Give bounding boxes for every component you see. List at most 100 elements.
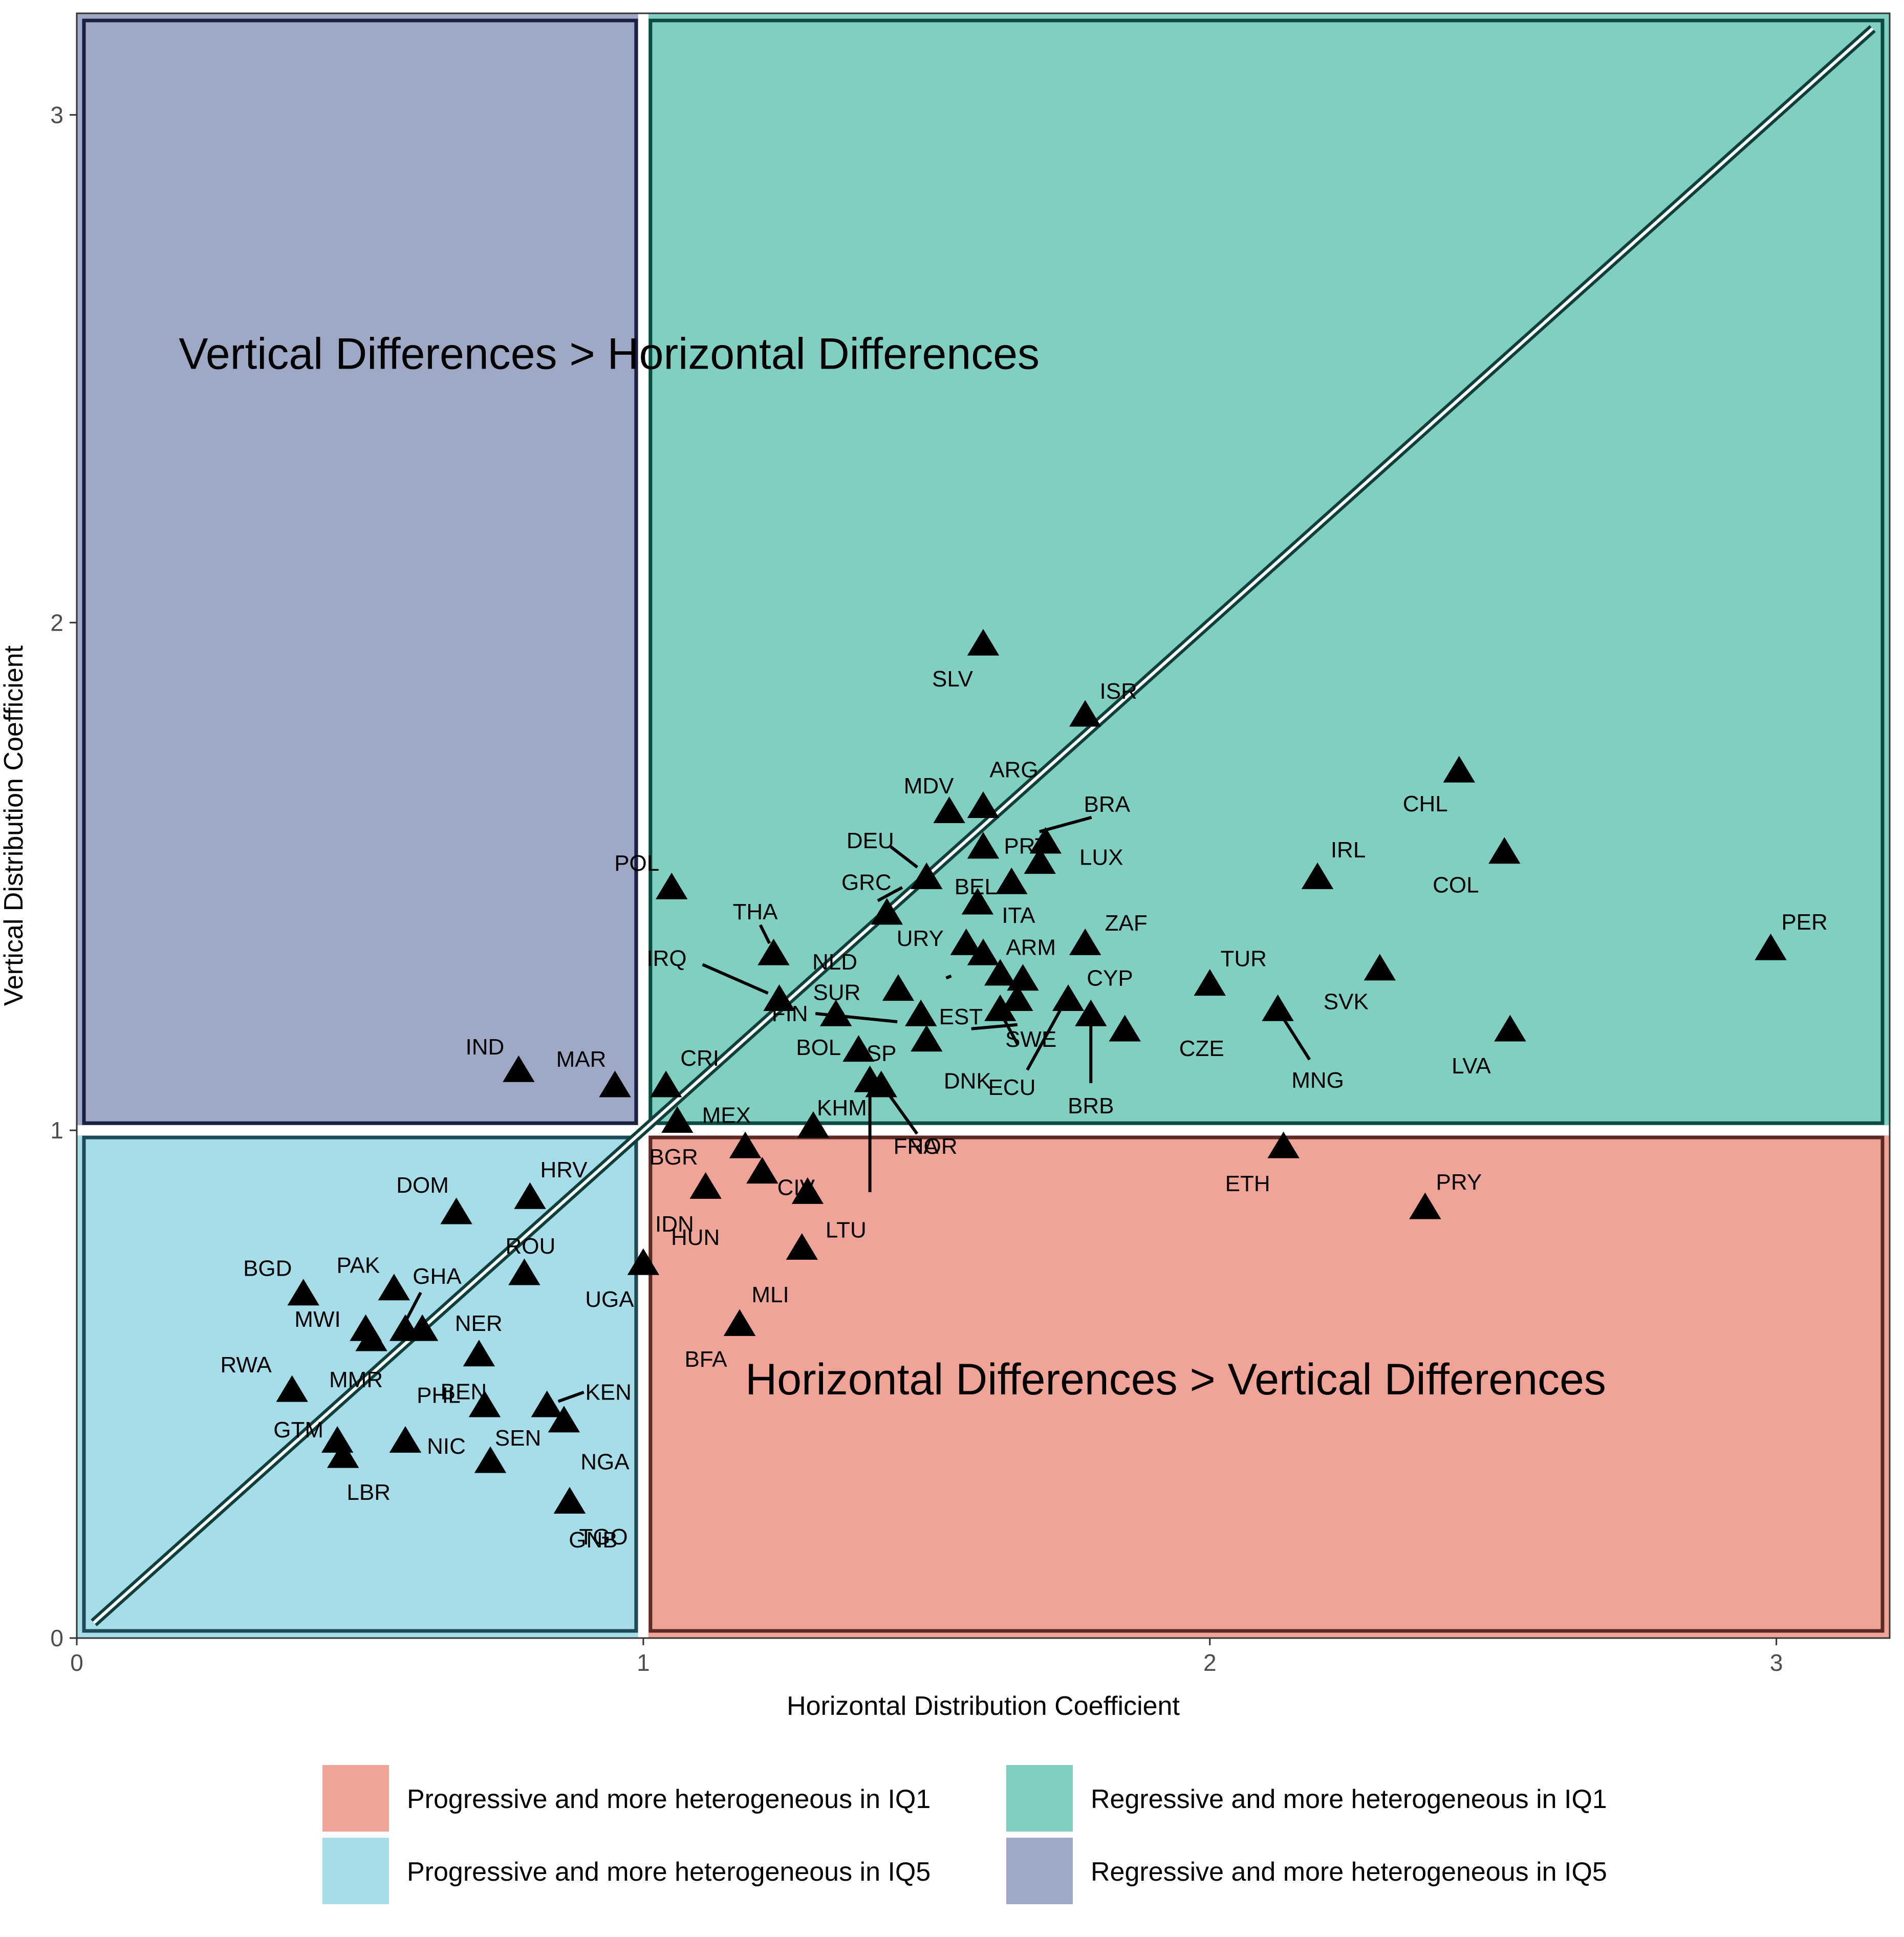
point-label: PER [1781, 910, 1827, 935]
axis-ticks: 0 1 2 3 0 1 2 3 [50, 101, 1783, 1676]
data-point [797, 1111, 830, 1138]
legend-swatch-progressive_iq1 [322, 1765, 389, 1832]
label-leader-line [815, 1012, 898, 1023]
point-label: TUR [1221, 946, 1267, 971]
data-point [287, 1279, 319, 1306]
legend-label-progressive_iq5: Progressive and more heterogeneous in IQ… [407, 1857, 931, 1887]
point-label: DEU [847, 828, 894, 853]
data-point [378, 1274, 410, 1301]
region-regressive_iq5 [77, 13, 643, 1131]
data-point [1364, 954, 1396, 981]
data-point [820, 999, 852, 1026]
point-label: SUR [813, 980, 861, 1005]
point-label: BFA [684, 1347, 727, 1372]
data-point [746, 1157, 778, 1184]
data-point [503, 1055, 535, 1082]
y-tick-label: 0 [50, 1625, 63, 1651]
point-label: KHM [817, 1095, 867, 1121]
labels-group: SLV ISR CHL ARG MDV BRA PRT COL LUX DEU IRL BEL POL I… [220, 666, 1827, 1553]
point-label: IND [465, 1035, 504, 1060]
data-point [1075, 999, 1107, 1026]
data-point [911, 862, 943, 889]
point-label: PRT [1004, 834, 1048, 859]
point-label: SLV [932, 666, 973, 692]
point-label: MMR [329, 1367, 383, 1392]
point-label: IRQ [646, 946, 686, 971]
data-point [1443, 756, 1475, 783]
data-point [911, 1025, 943, 1052]
diagonal-line-inner [93, 27, 1874, 1624]
data-point [1409, 1192, 1441, 1219]
data-point [933, 796, 965, 823]
data-point [276, 1375, 308, 1402]
point-label: BEN [441, 1380, 487, 1405]
point-label: EST [939, 1004, 983, 1029]
point-label: BRA [1084, 792, 1131, 817]
data-point [1007, 964, 1039, 991]
point-label: MNG [1291, 1068, 1344, 1093]
data-point [1755, 933, 1787, 960]
data-point [474, 1446, 507, 1473]
point-label: NIC [427, 1434, 466, 1459]
point-label: ETH [1225, 1171, 1270, 1196]
label-leader-line [397, 1292, 422, 1337]
x-tick-label: 2 [1203, 1649, 1217, 1676]
y-tick-label: 3 [50, 101, 63, 128]
data-point [723, 1309, 756, 1336]
label-leader-line [1026, 1009, 1062, 1071]
point-label: BOL [796, 1035, 841, 1060]
legend-swatch-progressive_iq5 [322, 1838, 389, 1904]
region-progressive_iq1 [643, 1130, 1890, 1638]
point-label: CIV [777, 1175, 815, 1200]
data-point [1109, 1015, 1141, 1042]
data-point [967, 938, 1000, 965]
point-label: NER [455, 1311, 503, 1336]
region-outline-progressive_iq5 [82, 1135, 638, 1633]
data-point [758, 938, 790, 965]
data-point [327, 1441, 359, 1468]
data-point [1001, 984, 1033, 1011]
region-annotation: Horizontal Differences > Vertical Differ… [745, 1355, 1606, 1404]
point-label: UGA [585, 1287, 634, 1312]
point-label: SVK [1324, 989, 1369, 1015]
data-point [961, 888, 994, 915]
point-label: MDV [904, 773, 954, 799]
label-leader-line [759, 924, 771, 944]
point-label: PHL [417, 1383, 461, 1408]
point-label: GRC [841, 870, 892, 895]
point-label: PRY [1436, 1170, 1482, 1195]
point-label: LUX [1079, 845, 1123, 870]
data-point [1262, 994, 1294, 1021]
point-label: ZAF [1105, 911, 1148, 936]
data-point [882, 974, 915, 1001]
point-label: CHL [1403, 791, 1448, 816]
legend-label-progressive_iq1: Progressive and more heterogeneous in IQ… [407, 1784, 931, 1814]
data-point [650, 1070, 682, 1097]
data-point [656, 872, 688, 899]
point-label: MLI [751, 1282, 789, 1307]
y-tick-label: 1 [50, 1117, 63, 1144]
label-leader-line [971, 1023, 1018, 1030]
point-label: BGD [243, 1256, 292, 1281]
data-point [1267, 1131, 1300, 1158]
points-group [276, 629, 1787, 1514]
point-label: FRA [894, 1134, 939, 1159]
data-point [1069, 928, 1101, 955]
data-point [791, 1177, 824, 1204]
point-label: MWI [294, 1307, 340, 1332]
point-label: ECU [988, 1075, 1036, 1100]
data-point [1194, 969, 1226, 996]
point-label: LBR [347, 1480, 391, 1505]
point-label: IDN [655, 1212, 694, 1237]
region-outline-progressive_iq1 [648, 1135, 1885, 1633]
point-label: IRL [1331, 837, 1366, 863]
region-annotation: Vertical Differences > Horizontal Differ… [179, 329, 1040, 378]
data-point [531, 1390, 563, 1417]
point-label: SWE [1005, 1027, 1056, 1052]
point-label: NOR [907, 1134, 958, 1159]
data-point [996, 867, 1028, 894]
data-point [508, 1258, 540, 1285]
data-point [553, 1487, 586, 1514]
data-point [984, 959, 1016, 986]
point-label: BRB [1068, 1093, 1114, 1118]
